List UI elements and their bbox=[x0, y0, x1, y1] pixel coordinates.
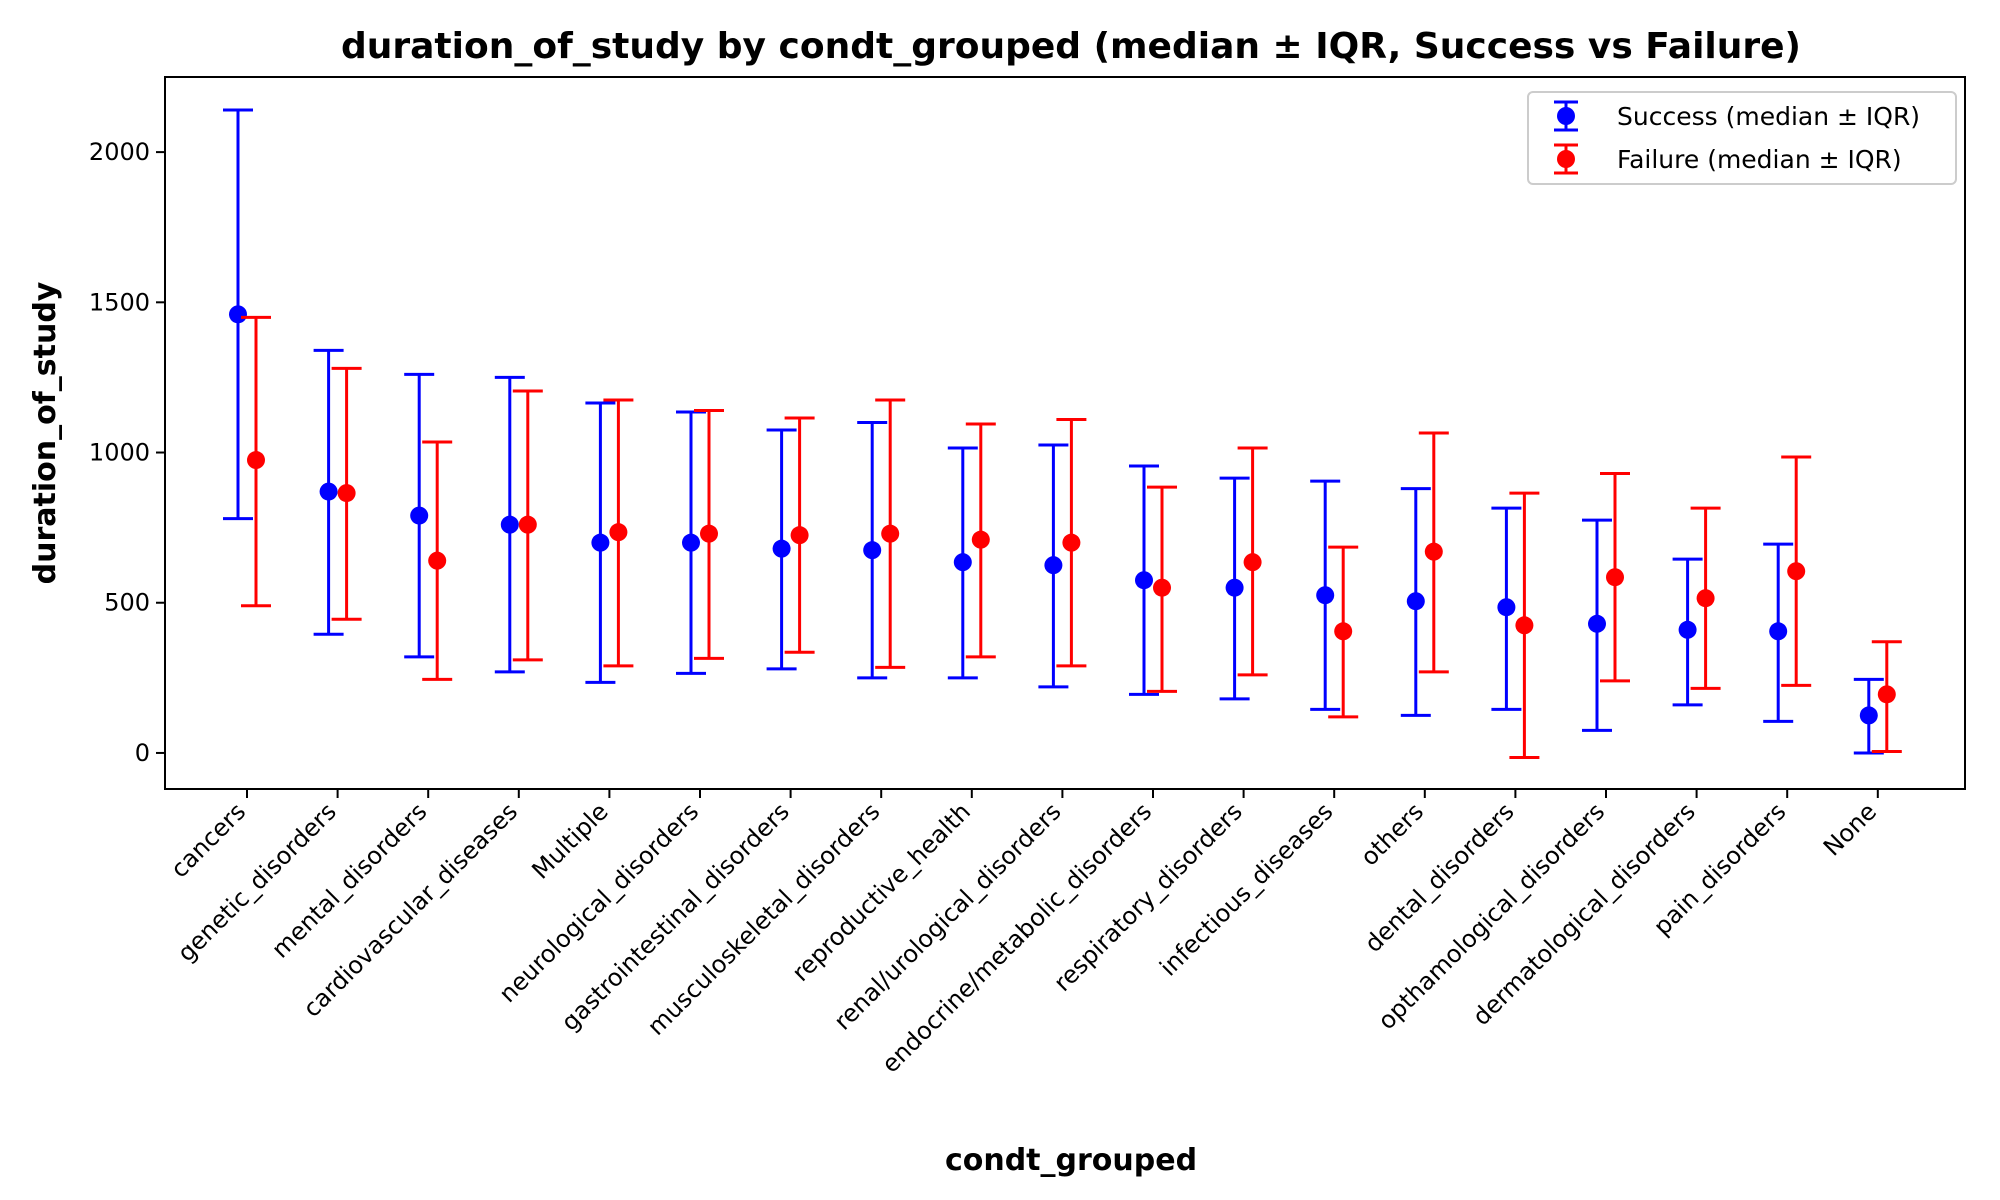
x-tick-label: cancers bbox=[165, 797, 251, 883]
median-point bbox=[682, 533, 700, 552]
median-point bbox=[1135, 571, 1153, 590]
plot-area bbox=[223, 108, 1902, 759]
plot-frame bbox=[164, 76, 1966, 790]
median-point bbox=[1316, 586, 1335, 605]
median-point bbox=[700, 524, 718, 543]
median-point bbox=[609, 523, 628, 542]
median-point bbox=[337, 484, 356, 503]
median-point bbox=[881, 524, 900, 543]
median-point bbox=[500, 515, 519, 534]
series-failure bbox=[241, 315, 1902, 759]
y-tick-label: 0 bbox=[135, 739, 150, 767]
median-point bbox=[1406, 592, 1425, 611]
x-tick-label: infectious_diseases bbox=[1154, 797, 1338, 981]
median-point bbox=[229, 305, 247, 324]
x-tick-label: genetic_disorders bbox=[172, 797, 342, 967]
x-tick-label: mental_disorders bbox=[266, 797, 432, 963]
y-axis: 0 500 1000 1500 2000 bbox=[89, 138, 165, 767]
y-axis-title: duration_of_study bbox=[28, 281, 63, 584]
median-point bbox=[428, 551, 447, 570]
median-point bbox=[1044, 556, 1063, 575]
x-axis-title: condt_grouped bbox=[945, 1143, 1197, 1178]
median-point bbox=[1859, 706, 1878, 725]
x-tick-label: reproductive_health bbox=[787, 797, 977, 987]
legend-marker-point bbox=[1557, 107, 1575, 125]
y-tick-label: 1000 bbox=[89, 439, 150, 467]
median-point bbox=[1515, 616, 1534, 635]
median-point bbox=[1243, 553, 1262, 572]
chart-title: duration_of_study by condt_grouped (medi… bbox=[341, 26, 1801, 67]
median-point bbox=[518, 515, 537, 534]
y-tick-label: 1500 bbox=[89, 288, 150, 316]
legend-marker-point bbox=[1557, 150, 1575, 168]
median-point bbox=[1877, 685, 1896, 704]
median-point bbox=[863, 541, 882, 560]
x-tick-label: dental_disorders bbox=[1359, 797, 1519, 957]
series-success bbox=[223, 108, 1884, 755]
median-point bbox=[1588, 614, 1606, 633]
median-point bbox=[772, 539, 791, 558]
median-point bbox=[1678, 620, 1697, 639]
x-tick-label: None bbox=[1818, 797, 1882, 861]
legend-box bbox=[1527, 91, 1957, 185]
median-point bbox=[1225, 578, 1244, 597]
legend-label: Success (median ± IQR) bbox=[1617, 102, 1920, 131]
median-point bbox=[247, 451, 265, 470]
median-point bbox=[971, 530, 990, 549]
median-point bbox=[1787, 562, 1806, 581]
x-axis: cancersgenetic_disordersmental_disorders… bbox=[165, 789, 1882, 1078]
legend-label: Failure (median ± IQR) bbox=[1617, 145, 1902, 174]
median-point bbox=[319, 482, 338, 501]
y-tick-label: 2000 bbox=[89, 138, 150, 166]
median-point bbox=[953, 553, 972, 572]
median-point bbox=[1424, 542, 1443, 561]
x-tick-label: Multiple bbox=[526, 797, 613, 884]
median-point bbox=[790, 526, 809, 545]
median-point bbox=[1062, 533, 1081, 552]
median-point bbox=[1606, 568, 1624, 587]
median-point bbox=[410, 506, 429, 525]
median-point bbox=[1497, 598, 1516, 617]
median-point bbox=[591, 533, 610, 552]
x-tick-label: others bbox=[1355, 797, 1429, 871]
median-point bbox=[1153, 578, 1171, 597]
median-point bbox=[1769, 622, 1788, 641]
legend: Success (median ± IQR) Failure (median ± … bbox=[1527, 91, 1957, 185]
median-point bbox=[1334, 622, 1353, 641]
y-tick-label: 500 bbox=[104, 589, 150, 617]
median-point bbox=[1696, 589, 1715, 608]
